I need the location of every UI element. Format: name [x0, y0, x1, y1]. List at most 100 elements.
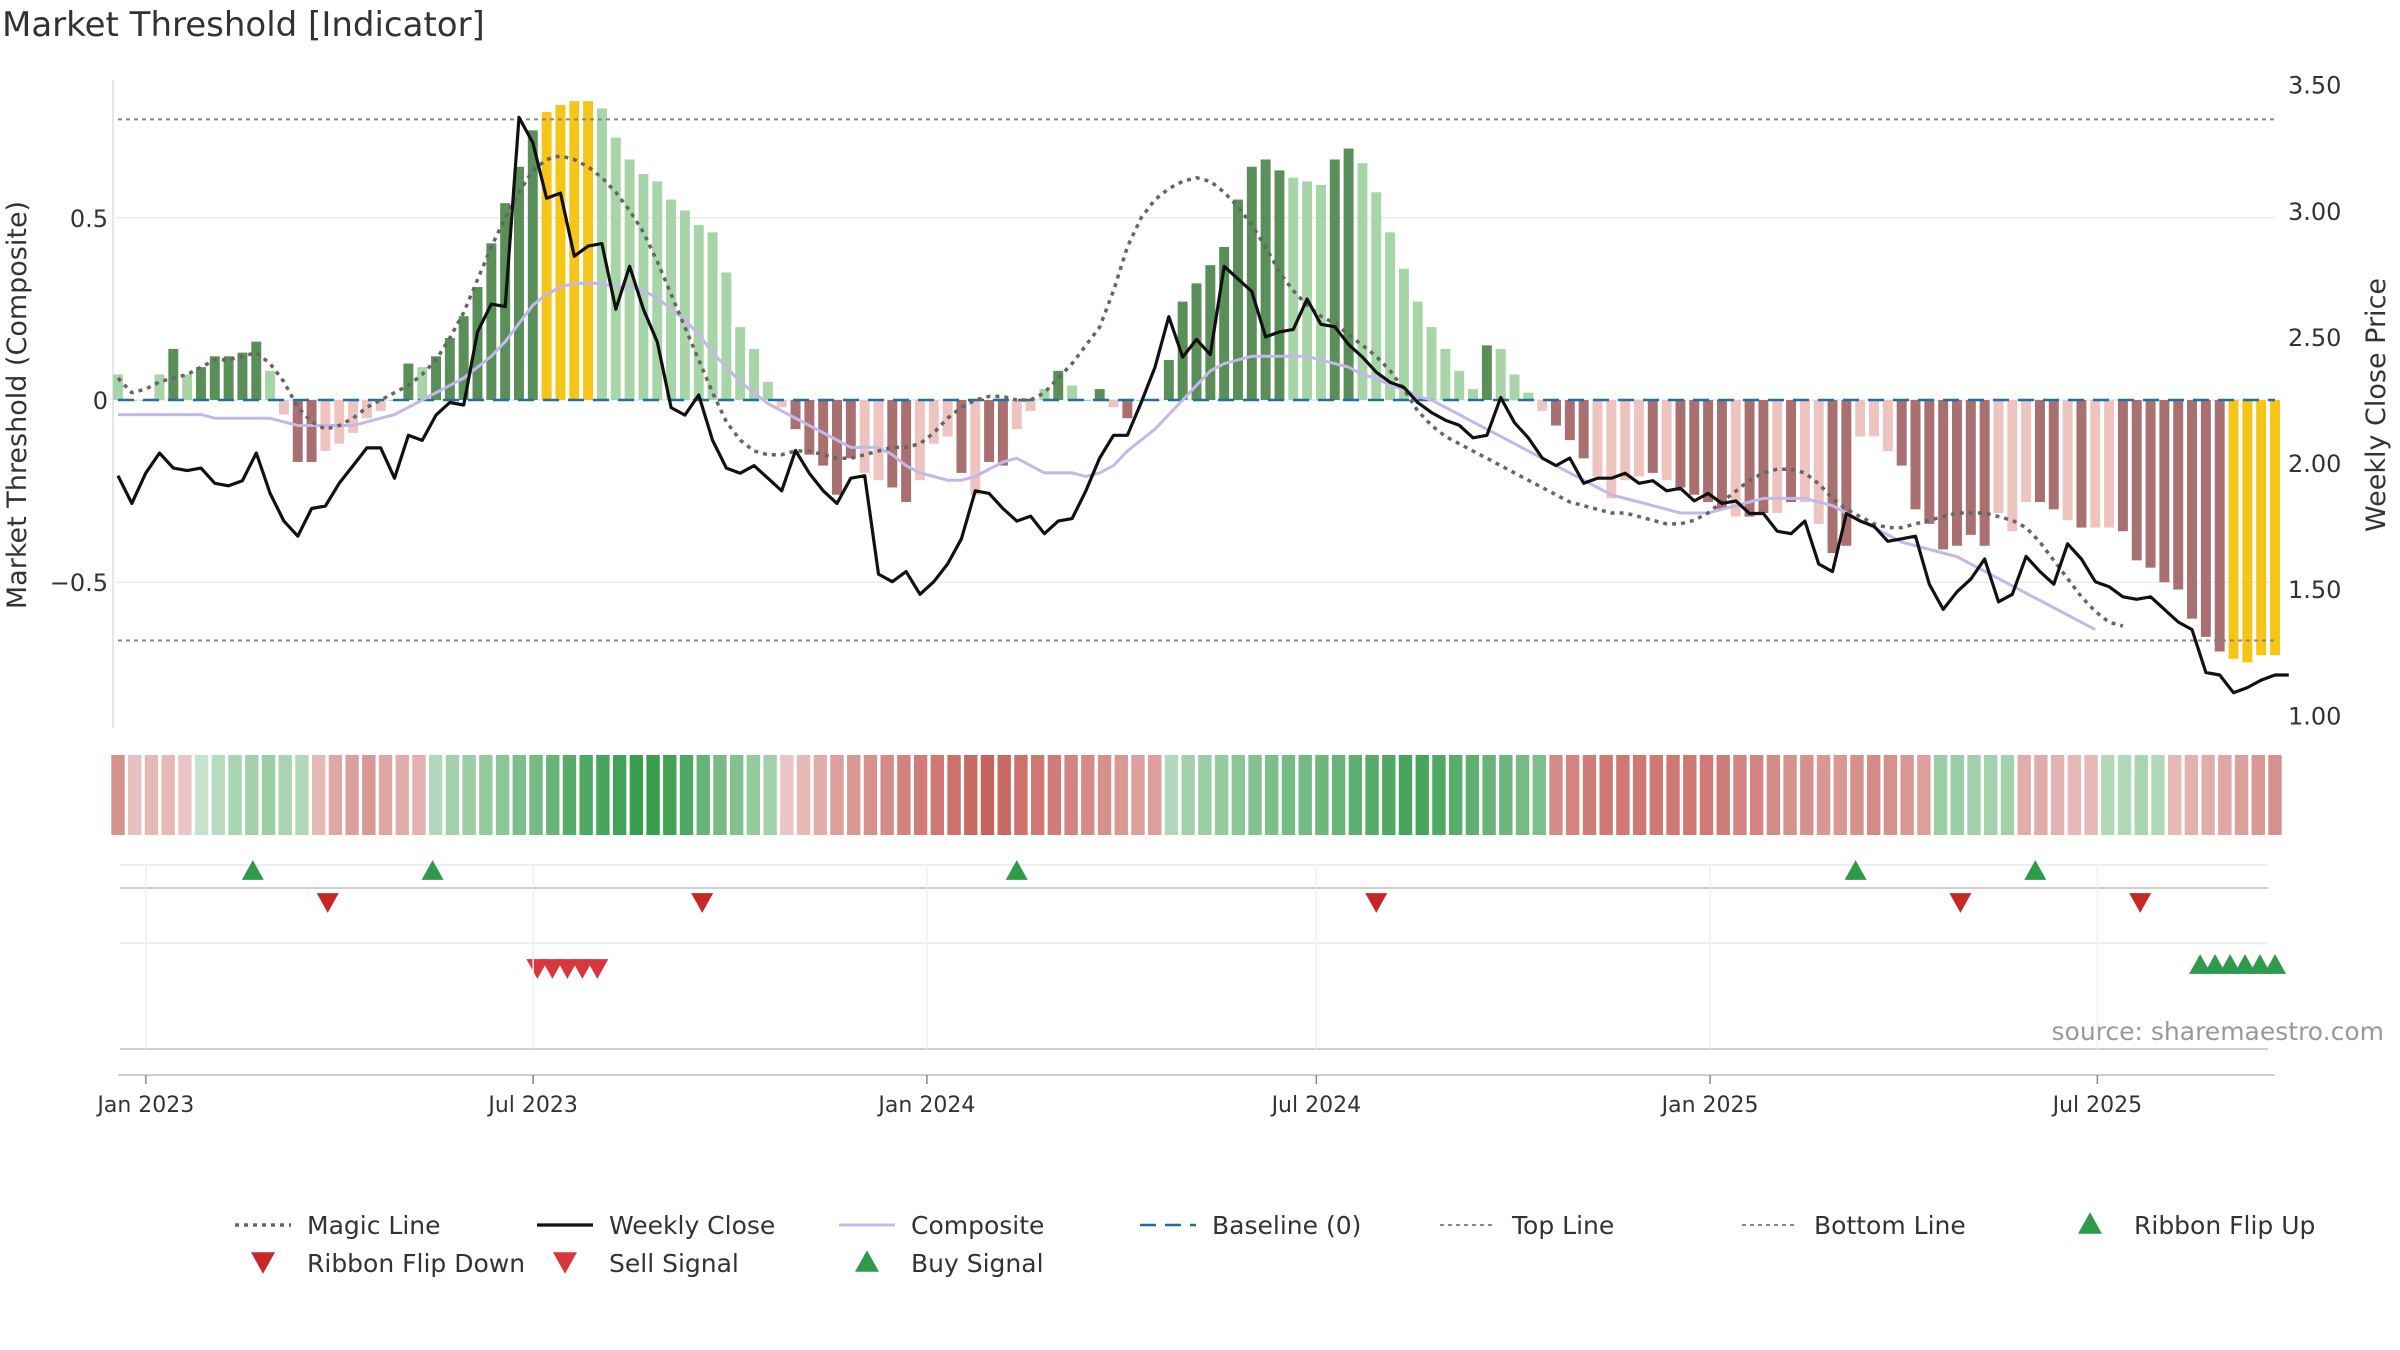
- ribbon-cell: [880, 755, 894, 835]
- legend: Magic Line Weekly Close Composite Baseline …: [235, 1211, 2315, 1278]
- composite-bar: [1205, 265, 1216, 400]
- ribbon-cell: [1683, 755, 1697, 835]
- ribbon-flip-up-marker: [2024, 860, 2047, 880]
- ribbon-cell: [1281, 755, 1296, 835]
- ribbon-cell: [546, 755, 560, 835]
- ribbon-cell: [1415, 755, 1429, 835]
- ribbon-cell: [2067, 755, 2082, 835]
- ribbon-cell: [629, 755, 644, 835]
- ribbon-flip-down-marker: [691, 893, 714, 913]
- ribbon-cell: [1097, 755, 1112, 835]
- legend-label: Baseline (0): [1212, 1211, 1361, 1240]
- main-panel: 0.5 0 −0.5 1.00 1.50 2.00 2.50 3.00 3.50: [50, 72, 2342, 731]
- composite-bar: [1274, 170, 1285, 400]
- composite-bar: [1993, 400, 2004, 513]
- ribbon-cell: [1265, 755, 1279, 835]
- composite-bar: [596, 108, 607, 400]
- ribbon-cell: [729, 755, 744, 835]
- buy-signal-marker: [2204, 954, 2227, 974]
- ribbon-cell: [161, 755, 175, 835]
- ribbon-cell: [2234, 755, 2249, 835]
- legend-icon: [2078, 1212, 2102, 1234]
- ribbon-cell: [2151, 755, 2165, 835]
- composite-bar: [444, 338, 455, 400]
- composite-bar: [403, 363, 414, 400]
- composite-bar: [2145, 400, 2156, 568]
- ribbon-cell: [1850, 755, 1864, 835]
- ribbon-cell: [1482, 755, 1496, 835]
- composite-bar: [1177, 301, 1188, 400]
- ribbon-cell: [1499, 755, 1513, 835]
- ribbon-cell: [1365, 755, 1379, 835]
- ribbon-cell: [1833, 755, 1847, 835]
- ribbon-cell: [328, 755, 343, 835]
- ribbon-cell: [562, 755, 577, 835]
- composite-bar: [1661, 400, 1672, 481]
- composite-bar: [1537, 400, 1548, 411]
- composite-bar: [859, 400, 870, 473]
- composite-bar: [1108, 400, 1119, 408]
- ribbon-cell: [1515, 755, 1530, 835]
- composite-bar: [914, 400, 925, 481]
- composite-bar: [2062, 400, 2073, 521]
- composite-bar: [1385, 232, 1396, 400]
- right-tick-label: 1.50: [2288, 576, 2341, 604]
- ribbon-cell: [763, 755, 777, 835]
- ribbon-cell: [1749, 755, 1764, 835]
- composite-bar: [1053, 370, 1064, 400]
- composite-bar: [555, 104, 566, 401]
- composite-bar: [776, 400, 787, 408]
- ribbon-cell: [295, 755, 309, 835]
- x-axis: Jan 2023 Jul 2023 Jan 2024 Jul 2024 Jan 2025…: [95, 865, 2142, 1118]
- ribbon-cell: [144, 755, 159, 835]
- ribbon-cell: [529, 755, 543, 835]
- ribbon-strip: [111, 755, 2282, 835]
- ribbon-cell: [278, 755, 292, 835]
- ribbon-cell: [1047, 755, 1062, 835]
- ribbon-cell: [445, 755, 460, 835]
- ribbon-cell: [1666, 755, 1680, 835]
- buy-signal-marker: [2189, 954, 2212, 974]
- composite-bar: [2131, 400, 2142, 561]
- legend-item: Ribbon Flip Down: [251, 1249, 525, 1278]
- composite-bar: [1703, 400, 1714, 503]
- ribbon-cell: [897, 755, 911, 835]
- legend-item: Buy Signal: [855, 1249, 1044, 1278]
- ribbon-cell: [345, 755, 359, 835]
- legend-label: Top Line: [1511, 1211, 1614, 1240]
- composite-bar: [1938, 400, 1949, 550]
- right-tick-label: 3.50: [2288, 72, 2341, 100]
- composite-bar: [431, 356, 441, 400]
- composite-bar: [1080, 400, 1091, 401]
- ribbon-cell: [997, 755, 1011, 835]
- ribbon-cell: [813, 755, 827, 835]
- ribbon-cell: [194, 755, 209, 835]
- ribbon-cell: [245, 755, 259, 835]
- composite-bar: [2228, 400, 2239, 659]
- composite-bar: [1219, 246, 1230, 400]
- weekly-close-line: [116, 115, 2289, 695]
- right-tick-label: 2.50: [2288, 324, 2341, 352]
- composite-line: [118, 281, 2096, 631]
- ribbon-cell: [1549, 755, 1563, 835]
- composite-bar: [541, 112, 552, 400]
- ribbon-cell: [228, 755, 242, 835]
- legend-item: Weekly Close: [537, 1211, 775, 1240]
- ribbon-cell: [1398, 755, 1413, 835]
- composite-bar: [361, 400, 372, 419]
- right-axis-label: Weekly Close Price: [2361, 278, 2392, 532]
- legend-item: Bottom Line: [1742, 1211, 1966, 1240]
- ribbon-cell: [2218, 755, 2232, 835]
- x-tick-label: Jul 2024: [1270, 1093, 1362, 1118]
- ribbon-cell: [2034, 755, 2048, 835]
- composite-bar: [707, 232, 718, 400]
- composite-bar: [334, 400, 345, 444]
- legend-label: Sell Signal: [609, 1249, 739, 1278]
- composite-bar: [638, 174, 649, 400]
- composite-bar: [251, 341, 262, 400]
- ribbon-cell: [512, 755, 526, 835]
- composite-bar: [1495, 348, 1506, 400]
- composite-bar: [624, 159, 635, 400]
- composite-bar: [666, 199, 677, 400]
- x-tick-label: Jan 2025: [1660, 1093, 1759, 1118]
